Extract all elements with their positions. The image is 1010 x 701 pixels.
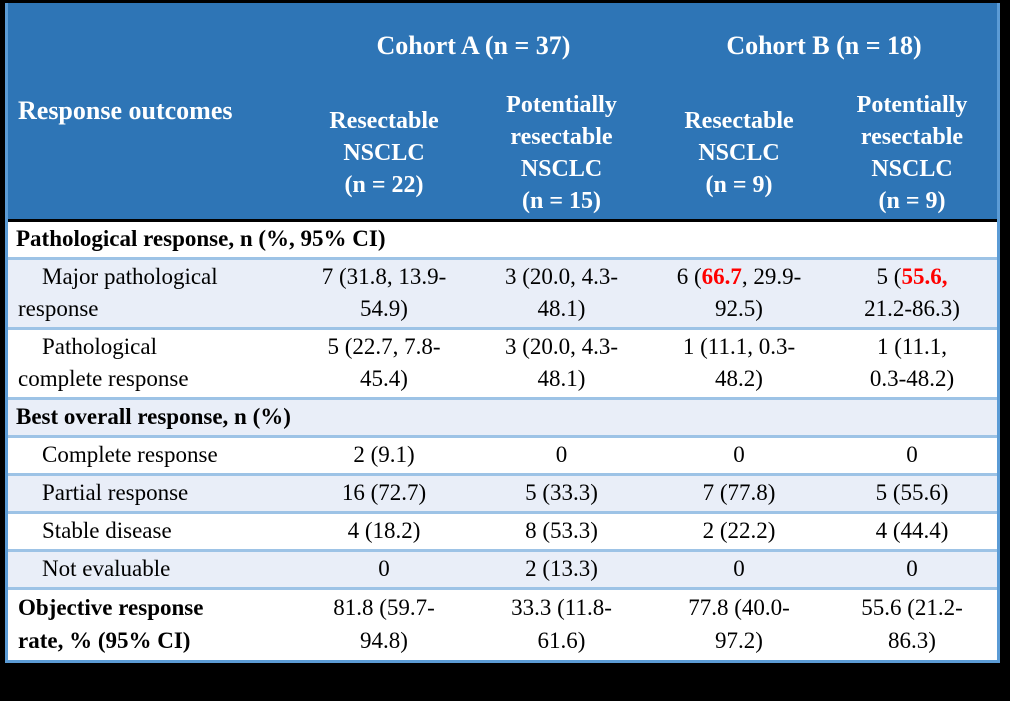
row-label: Complete response [8, 437, 296, 476]
header-cohort-b: Cohort B (n = 18) [651, 3, 997, 89]
row-label: Partial response [8, 475, 296, 514]
row-complete-response: Complete response 2 (9.1) 0 0 0 [8, 437, 997, 476]
header-resectable-a: Resectable NSCLC (n = 22) [296, 89, 472, 222]
row-label: Objective response rate, % (95% CI) [8, 589, 296, 660]
value-cell: 81.8 (59.7- 94.8) [296, 589, 472, 660]
value-cell: 77.8 (40.0- 97.2) [651, 589, 827, 660]
response-outcomes-table: Response outcomes Cohort A (n = 37) Coho… [5, 3, 1000, 663]
value-prefix: 6 ( [676, 263, 702, 289]
row-partial-response: Partial response 16 (72.7) 5 (33.3) 7 (7… [8, 475, 997, 514]
value-cell: 2 (22.2) [651, 513, 827, 552]
header-subcolumn-row: Resectable NSCLC (n = 22) Potentially re… [8, 89, 997, 222]
value-cell: 5 (55.6) [827, 475, 997, 514]
row-label: Major pathological response [8, 259, 296, 330]
value-suffix: , 29.9- 92.5) [715, 263, 802, 322]
value-cell: 2 (9.1) [296, 437, 472, 476]
value-cell: 1 (11.1, 0.3-48.2) [827, 329, 997, 400]
section-label: Pathological response, n (%, 95% CI) [8, 221, 997, 260]
value-cell: 0 [651, 437, 827, 476]
value-cell: 2 (13.3) [472, 551, 651, 590]
value-cell: 4 (44.4) [827, 513, 997, 552]
header-response-outcomes: Response outcomes [8, 3, 296, 222]
value-prefix: 5 ( [876, 263, 902, 289]
value-cell: 1 (11.1, 0.3- 48.2) [651, 329, 827, 400]
value-cell: 3 (20.0, 4.3- 48.1) [472, 259, 651, 330]
value-cell: 5 (22.7, 7.8- 45.4) [296, 329, 472, 400]
header-potentially-resectable-a: Potentially resectable NSCLC (n = 15) [472, 89, 651, 222]
row-not-evaluable: Not evaluable 0 2 (13.3) 0 0 [8, 551, 997, 590]
row-objective-response-rate: Objective response rate, % (95% CI) 81.8… [8, 589, 997, 660]
section-label: Best overall response, n (%) [8, 399, 997, 438]
row-stable-disease: Stable disease 4 (18.2) 8 (53.3) 2 (22.2… [8, 513, 997, 552]
value-cell: 0 [651, 551, 827, 590]
value-cell: 0 [472, 437, 651, 476]
value-cell: 5 (33.3) [472, 475, 651, 514]
row-label: Not evaluable [8, 551, 296, 590]
header-cohort-row: Response outcomes Cohort A (n = 37) Coho… [8, 3, 997, 222]
highlighted-value: 66.7 [701, 263, 742, 289]
value-cell: 16 (72.7) [296, 475, 472, 514]
value-cell: 0 [296, 551, 472, 590]
value-cell: 7 (31.8, 13.9- 54.9) [296, 259, 472, 330]
value-cell-highlighted: 6 (66.7, 29.9- 92.5) [651, 259, 827, 330]
row-pathological-complete-response: Pathological complete response 5 (22.7, … [8, 329, 997, 400]
value-cell: 7 (77.8) [651, 475, 827, 514]
section-best-overall-response: Best overall response, n (%) [8, 399, 997, 438]
value-suffix: 21.2-86.3) [864, 296, 960, 322]
value-cell: 4 (18.2) [296, 513, 472, 552]
value-cell: 0 [827, 551, 997, 590]
row-label: Stable disease [8, 513, 296, 552]
value-cell-highlighted: 5 (55.6, 21.2-86.3) [827, 259, 997, 330]
row-major-pathological-response: Major pathological response 7 (31.8, 13.… [8, 259, 997, 330]
value-cell: 3 (20.0, 4.3- 48.1) [472, 329, 651, 400]
highlighted-value: 55.6, [901, 263, 948, 289]
row-label: Pathological complete response [8, 329, 296, 400]
header-cohort-a: Cohort A (n = 37) [296, 3, 651, 89]
section-pathological-response: Pathological response, n (%, 95% CI) [8, 221, 997, 260]
header-potentially-resectable-b: Potentially resectable NSCLC (n = 9) [827, 89, 997, 222]
value-cell: 33.3 (11.8- 61.6) [472, 589, 651, 660]
header-resectable-b: Resectable NSCLC (n = 9) [651, 89, 827, 222]
value-cell: 55.6 (21.2- 86.3) [827, 589, 997, 660]
value-cell: 8 (53.3) [472, 513, 651, 552]
value-cell: 0 [827, 437, 997, 476]
